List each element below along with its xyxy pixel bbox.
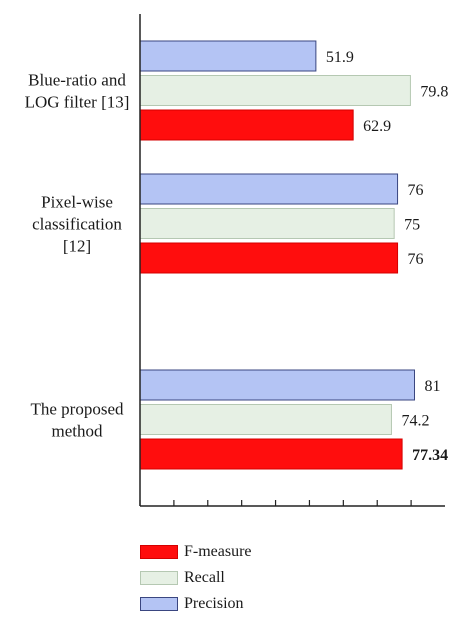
- bar-recall-the-proposed-method: [139, 404, 392, 435]
- bars-layer: [139, 40, 415, 470]
- category-label-line: classification: [32, 215, 122, 234]
- category-label-line: LOG filter [13]: [25, 93, 130, 112]
- bar-precision-blue-ratio-and-log-filter-13: [139, 40, 317, 72]
- legend-swatch-recall: [140, 571, 178, 585]
- value-label-f-measure-pixel-wise-classification-12: 76: [408, 251, 424, 268]
- axes: [139, 14, 445, 507]
- value-label-recall-blue-ratio-and-log-filter-13: 79.8: [420, 84, 448, 101]
- category-label-line: Pixel-wise: [41, 193, 113, 212]
- legend-item-precision: Precision: [140, 593, 360, 619]
- value-label-precision-the-proposed-method: 81: [425, 378, 441, 395]
- category-label-line: method: [52, 422, 103, 441]
- value-label-precision-pixel-wise-classification-12: 76: [408, 182, 424, 199]
- value-label-recall-pixel-wise-classification-12: 75: [404, 217, 420, 234]
- legend-item-recall: Recall: [140, 567, 360, 593]
- category-label-line: The proposed: [30, 400, 124, 419]
- category-label-pixel-wise-classification-12: Pixel-wise classification [12]: [32, 193, 122, 256]
- category-label-the-proposed-method: The proposed method: [30, 400, 124, 441]
- value-label-precision-blue-ratio-and-log-filter-13: 51.9: [326, 49, 354, 66]
- value-label-recall-the-proposed-method: 74.2: [401, 413, 429, 430]
- legend-item-f-measure: F-measure: [140, 541, 360, 567]
- legend-label-f-measure: F-measure: [184, 543, 252, 560]
- legend-swatch-f-measure: [140, 545, 178, 559]
- legend-swatch-precision: [140, 597, 178, 611]
- value-labels-layer: 51.9 79.8 62.9 76 75 76 81 74.2 77.34: [326, 49, 449, 464]
- category-label-blue-ratio-and-log-filter-13: Blue-ratio and LOG filter [13]: [25, 71, 130, 112]
- bar-recall-pixel-wise-classification-12: [139, 208, 395, 239]
- bar-recall-blue-ratio-and-log-filter-13: [139, 75, 411, 106]
- legend-label-recall: Recall: [184, 569, 225, 586]
- legend: F-measure Recall Precision: [140, 541, 360, 619]
- legend-label-precision: Precision: [184, 595, 244, 612]
- bar-precision-pixel-wise-classification-12: [139, 173, 399, 205]
- category-label-line: Blue-ratio and: [28, 71, 126, 90]
- value-label-f-measure-blue-ratio-and-log-filter-13: 62.9: [363, 118, 391, 135]
- category-label-line: [12]: [63, 237, 91, 256]
- bar-f-measure-pixel-wise-classification-12: [139, 242, 399, 274]
- bar-f-measure-blue-ratio-and-log-filter-13: [139, 109, 354, 141]
- value-label-f-measure-the-proposed-method: 77.34: [412, 447, 448, 464]
- bar-precision-the-proposed-method: [139, 369, 415, 401]
- category-labels-layer: Blue-ratio and LOG filter [13] Pixel-wise c…: [25, 71, 130, 441]
- bar-f-measure-the-proposed-method: [139, 438, 403, 470]
